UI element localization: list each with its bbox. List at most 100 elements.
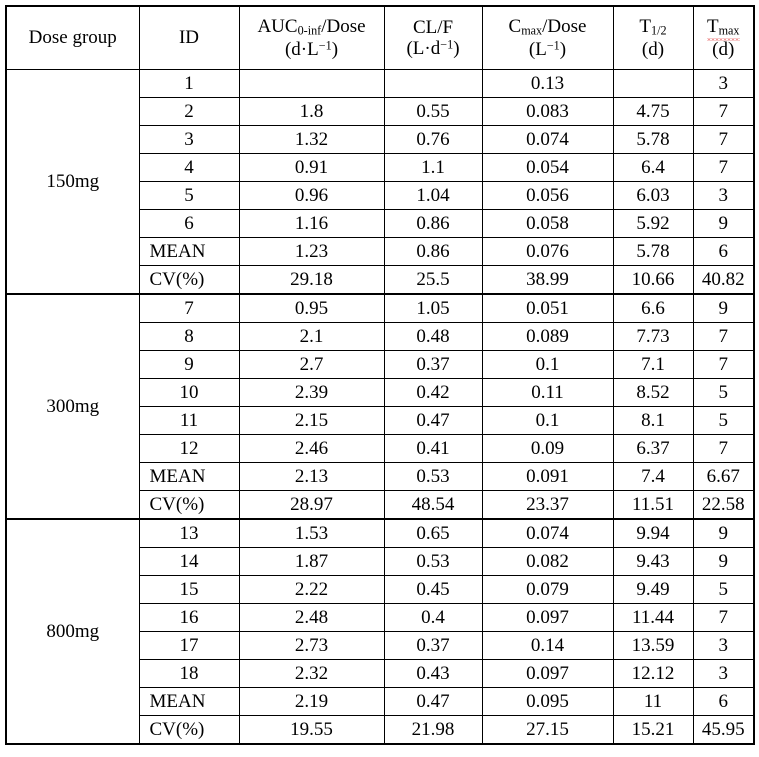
- auc-cell: 2.73: [238, 631, 385, 660]
- t-half-cell: 6.37: [612, 434, 694, 463]
- clf-cell: 0.4: [383, 603, 483, 632]
- header-auc-units-post: ): [331, 38, 339, 60]
- header-t-half-units: (d): [641, 38, 665, 60]
- t-half-cell: 8.52: [612, 378, 694, 407]
- cmax-cell: 0.079: [481, 575, 614, 604]
- cmax-cell: 0.082: [481, 547, 614, 576]
- auc-cell: 0.96: [238, 181, 385, 210]
- auc-cell: 1.53: [238, 518, 385, 548]
- clf-cell: 0.47: [383, 406, 483, 435]
- t-max-cell: 5: [692, 575, 755, 604]
- header-cmax-name: C: [508, 16, 522, 38]
- summary-label-cell: MEAN: [138, 687, 240, 716]
- auc-cell: 2.32: [238, 659, 385, 688]
- t-max-cell: 3: [692, 69, 755, 98]
- table-row: CV(%) 19.55 21.98 27.15 15.21 45.95: [6, 715, 755, 745]
- clf-cell: 0.45: [383, 575, 483, 604]
- t-half-cell: 6.6: [612, 293, 694, 323]
- dose-group-cell: 800mg: [5, 518, 140, 745]
- header-auc-name: AUC: [257, 16, 298, 38]
- cmax-cell: 0.091: [481, 462, 614, 491]
- t-max-cell: 9: [692, 518, 755, 548]
- t-max-cell: 6: [692, 237, 755, 266]
- clf-cell: 25.5: [383, 265, 483, 295]
- header-cmax-units-pre: (L: [528, 38, 547, 60]
- subject-id-cell: 1: [138, 69, 240, 98]
- t-half-cell: 9.94: [612, 518, 694, 548]
- clf-cell: 0.43: [383, 659, 483, 688]
- clf-cell: 0.47: [383, 687, 483, 716]
- table-row: 8 2.1 0.48 0.089 7.73 7: [6, 322, 755, 351]
- clf-cell: 0.65: [383, 518, 483, 548]
- auc-cell: 2.15: [238, 406, 385, 435]
- auc-cell: 1.16: [238, 209, 385, 238]
- auc-cell: 1.23: [238, 237, 385, 266]
- cmax-cell: 0.097: [481, 603, 614, 632]
- summary-label-cell: CV(%): [138, 265, 240, 295]
- subject-id-cell: 17: [138, 631, 240, 660]
- t-half-cell: 9.49: [612, 575, 694, 604]
- header-clf-name: CL/F: [412, 16, 454, 38]
- t-max-cell: 3: [692, 659, 755, 688]
- header-cmax-units-exponent: −1: [546, 38, 560, 53]
- t-half-cell: 10.66: [612, 265, 694, 295]
- header-row: Dose group ID AUC0-inf/Dose (d·L−1) CL/F…: [5, 5, 755, 70]
- subject-id-cell: 5: [138, 181, 240, 210]
- header-dose-group: Dose group: [5, 5, 140, 70]
- auc-cell: 29.18: [238, 265, 385, 295]
- cmax-cell: 38.99: [481, 265, 614, 295]
- t-half-cell: 11.44: [612, 603, 694, 632]
- auc-cell: 2.7: [238, 350, 385, 379]
- header-auc-per-dose: AUC0-inf/Dose (d·L−1): [238, 5, 385, 70]
- clf-cell: 21.98: [383, 715, 483, 745]
- summary-label-cell: CV(%): [138, 490, 240, 520]
- header-t-max-subscript: max: [718, 23, 740, 38]
- clf-cell: [383, 69, 483, 98]
- auc-cell: 2.22: [238, 575, 385, 604]
- t-half-cell: 11.51: [612, 490, 694, 520]
- clf-cell: 1.1: [383, 153, 483, 182]
- t-max-cell: 45.95: [692, 715, 755, 745]
- header-auc-units-exponent: −1: [318, 38, 332, 53]
- header-t-half-name: T: [639, 16, 652, 38]
- cmax-cell: 0.097: [481, 659, 614, 688]
- subject-id-cell: 16: [138, 603, 240, 632]
- table-body: 150mg 1 0.13 3 2 1.8 0.55 0.083 4.75 7 3 1.32 0.76 0.…: [5, 69, 755, 745]
- table-header: Dose group ID AUC0-inf/Dose (d·L−1) CL/F…: [5, 5, 755, 70]
- spellcheck-underline-icon: Tmax: [706, 16, 740, 41]
- cmax-cell: 0.074: [481, 518, 614, 548]
- header-auc-line1: AUC0-inf/Dose: [244, 16, 380, 38]
- subject-id-cell: 7: [138, 293, 240, 323]
- clf-cell: 1.04: [383, 181, 483, 210]
- header-cmax-units-post: ): [559, 38, 567, 60]
- cmax-cell: 0.14: [481, 631, 614, 660]
- t-max-cell: 7: [692, 322, 755, 351]
- subject-id-cell: 6: [138, 209, 240, 238]
- header-id: ID: [138, 5, 240, 70]
- cmax-cell: 0.076: [481, 237, 614, 266]
- auc-cell: 2.39: [238, 378, 385, 407]
- summary-label-cell: CV(%): [138, 715, 240, 745]
- header-clf-units: (L·d−1): [389, 38, 478, 59]
- t-half-cell: 5.78: [612, 237, 694, 266]
- t-half-cell: 6.03: [612, 181, 694, 210]
- auc-cell: 1.87: [238, 547, 385, 576]
- table-row: 5 0.96 1.04 0.056 6.03 3: [6, 181, 755, 210]
- t-half-cell: [612, 69, 694, 98]
- auc-cell: 2.46: [238, 434, 385, 463]
- table-row: 17 2.73 0.37 0.14 13.59 3: [6, 631, 755, 660]
- header-t-half-line1: T1/2: [618, 16, 689, 38]
- header-t-max: Tmax (d): [692, 5, 755, 70]
- header-auc-units: (d·L−1): [244, 38, 380, 60]
- subject-id-cell: 13: [138, 518, 240, 548]
- clf-cell: 0.86: [383, 209, 483, 238]
- table-row: 15 2.22 0.45 0.079 9.49 5: [6, 575, 755, 604]
- table-row: 6 1.16 0.86 0.058 5.92 9: [6, 209, 755, 238]
- header-t-max-name: T: [706, 16, 719, 38]
- header-auc-subscript: 0-inf: [297, 23, 322, 38]
- t-half-cell: 9.43: [612, 547, 694, 576]
- subject-id-cell: 8: [138, 322, 240, 351]
- subject-id-cell: 3: [138, 125, 240, 154]
- t-max-cell: 7: [692, 125, 755, 154]
